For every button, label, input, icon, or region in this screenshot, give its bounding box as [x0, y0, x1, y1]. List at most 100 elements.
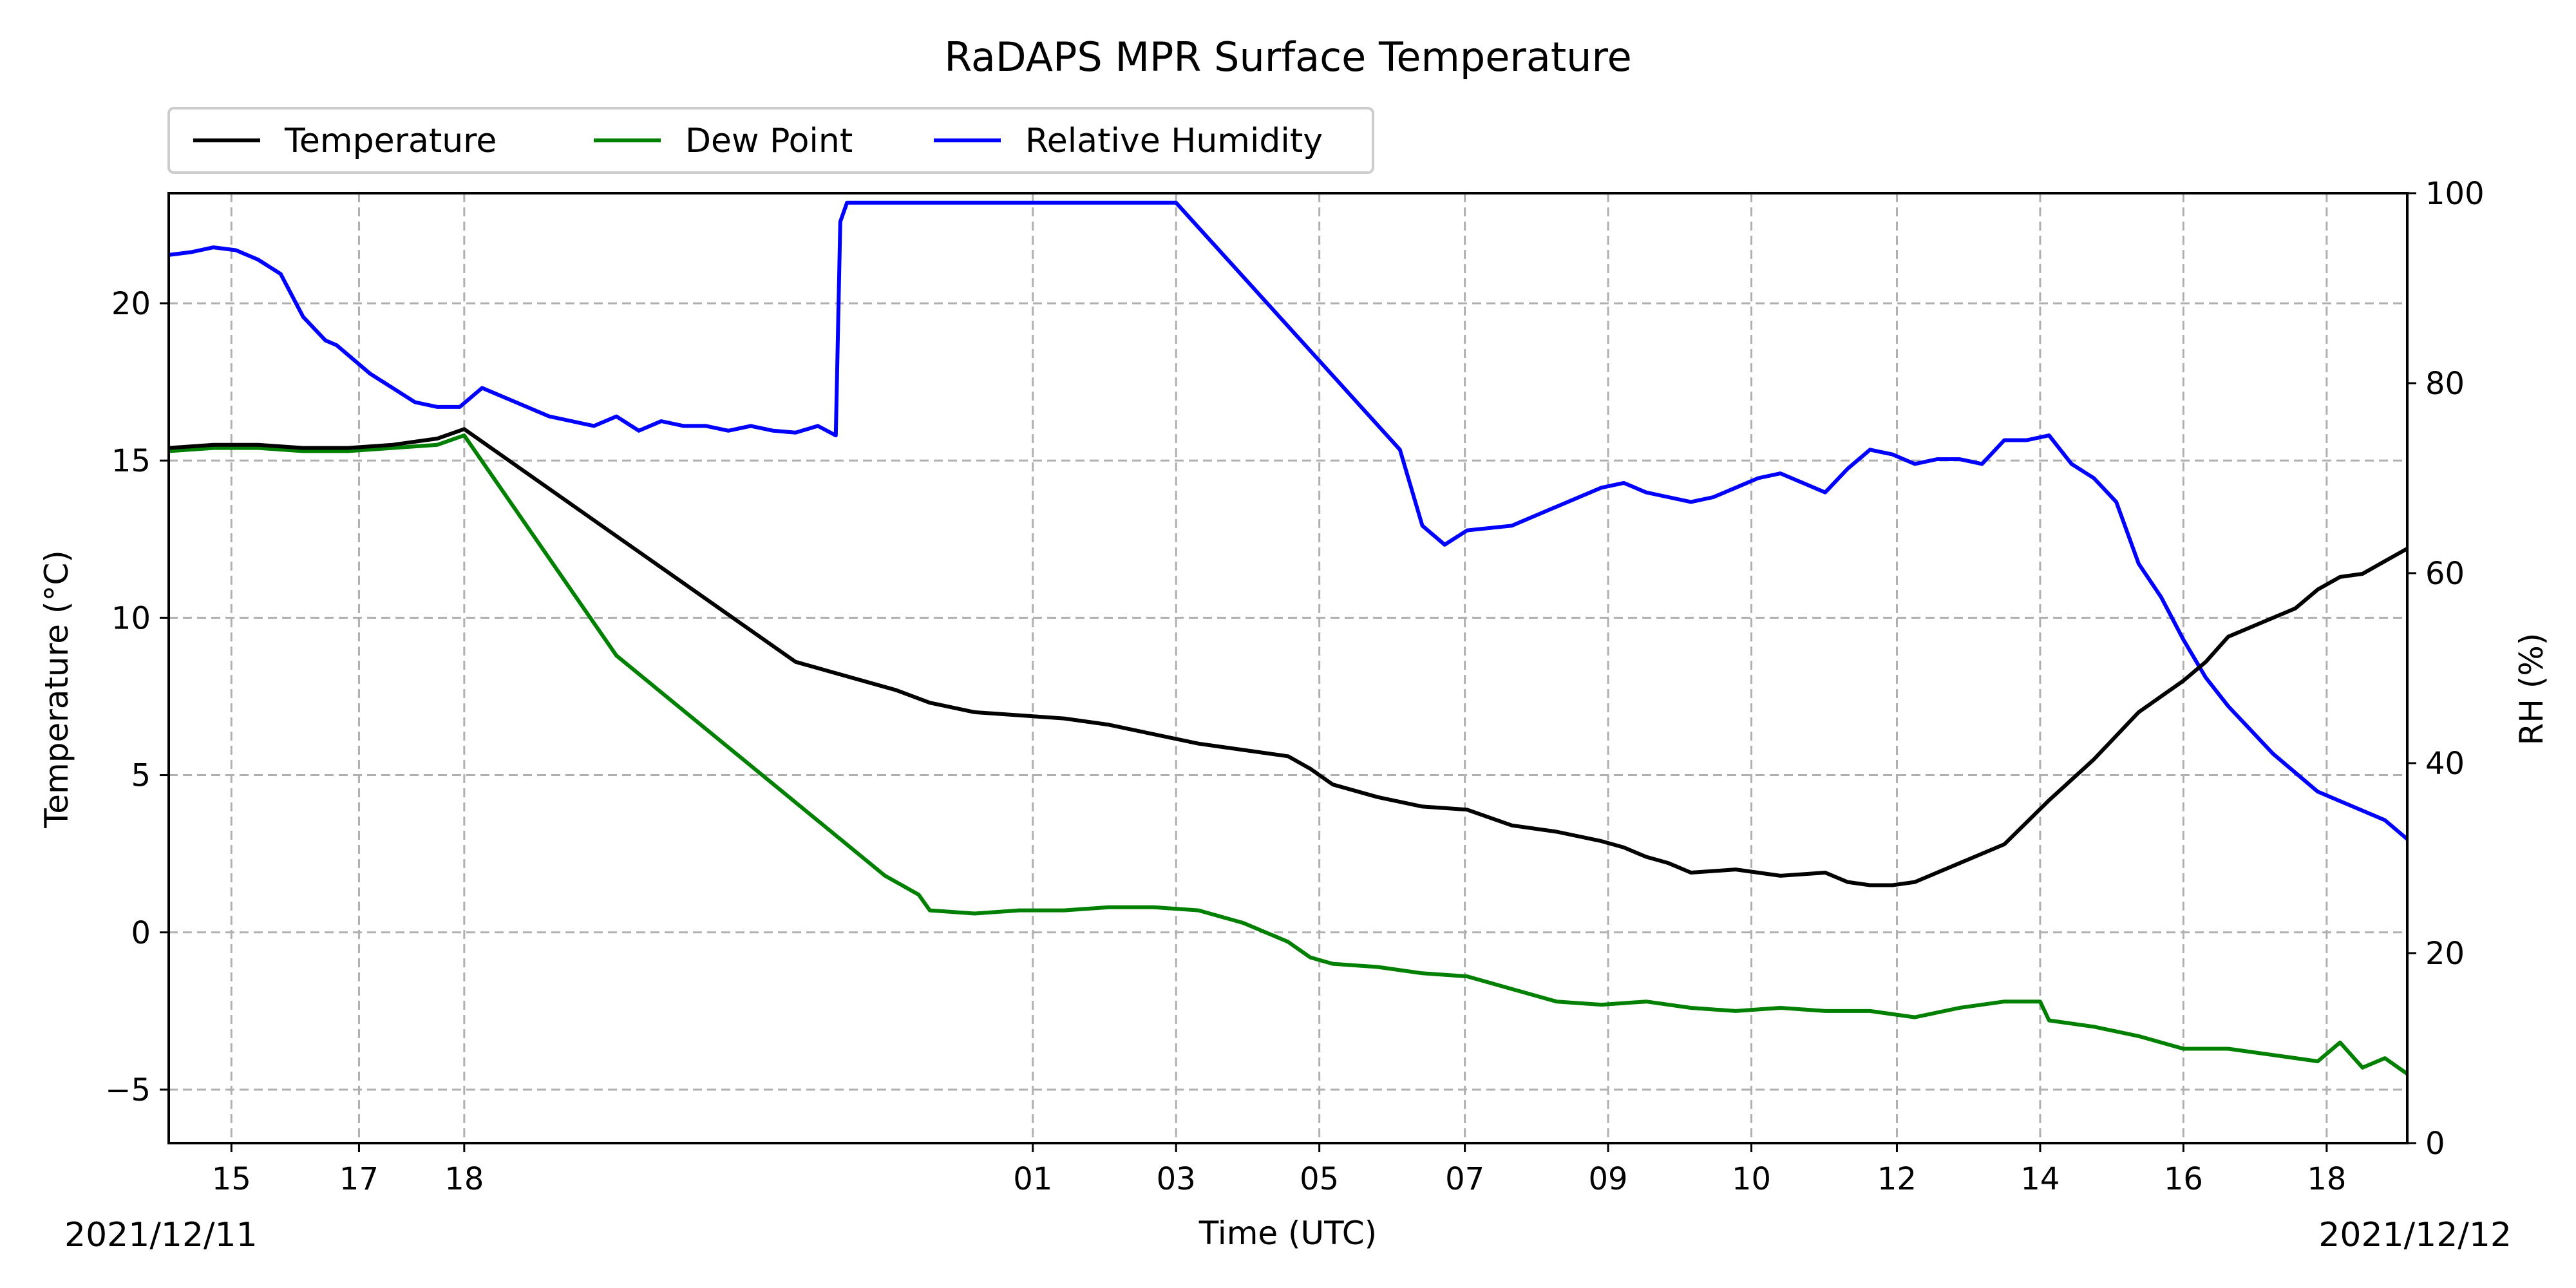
data-point-relative-humidity — [1779, 472, 1782, 475]
data-point-dew-point — [2383, 1057, 2387, 1060]
x-tick-label: 14 — [2020, 1161, 2060, 1197]
chart-title: RaDAPS MPR Surface Temperature — [944, 33, 1632, 80]
y-tick-label-left: −5 — [105, 1072, 151, 1108]
data-point-temperature — [1018, 714, 1021, 717]
data-point-dew-point — [1331, 962, 1334, 965]
data-point-dew-point — [1242, 922, 1245, 925]
data-point-relative-humidity — [257, 258, 260, 261]
data-point-temperature — [2226, 635, 2230, 638]
data-point-temperature — [1242, 748, 1245, 752]
data-point-temperature — [895, 688, 898, 692]
data-point-relative-humidity — [458, 405, 461, 408]
data-point-relative-humidity — [2294, 771, 2297, 774]
y-tick-label-right: 40 — [2425, 746, 2465, 782]
data-point-temperature — [2271, 616, 2275, 620]
y-tick-label-right: 80 — [2425, 366, 2465, 402]
data-point-temperature — [1824, 871, 1827, 874]
data-point-dew-point — [1734, 1009, 1738, 1012]
legend-label-dew-point: Dew Point — [685, 122, 853, 160]
data-point-temperature — [1152, 733, 1155, 736]
data-point-relative-humidity — [1063, 201, 1066, 204]
data-point-temperature — [1734, 868, 1738, 871]
data-point-relative-humidity — [1824, 491, 1827, 494]
data-point-dew-point — [212, 446, 215, 450]
data-point-dew-point — [301, 450, 305, 453]
data-point-dew-point — [1645, 1000, 1648, 1003]
data-point-temperature — [2294, 607, 2297, 610]
data-point-temperature — [301, 446, 305, 450]
data-point-temperature — [2159, 695, 2163, 698]
data-point-relative-humidity — [951, 201, 954, 204]
data-point-relative-humidity — [1913, 462, 1917, 466]
data-point-temperature — [1555, 830, 1558, 833]
data-point-relative-humidity — [1868, 448, 1871, 451]
data-point-relative-humidity — [2092, 477, 2096, 480]
data-point-temperature — [1958, 862, 1961, 865]
data-point-relative-humidity — [346, 353, 350, 356]
data-point-temperature — [391, 443, 394, 446]
data-point-relative-humidity — [301, 315, 305, 318]
data-point-dew-point — [2038, 1000, 2041, 1003]
data-point-relative-humidity — [1555, 505, 1558, 508]
x-tick-label: 07 — [1445, 1161, 1484, 1197]
data-point-relative-humidity — [1443, 543, 1446, 546]
data-point-relative-humidity — [2137, 562, 2140, 565]
data-point-relative-humidity — [1980, 462, 1984, 466]
y-axis-label-left: Temperature (°C) — [38, 550, 75, 829]
x-tick-label: 17 — [339, 1161, 379, 1197]
x-axis-label: Time (UTC) — [1198, 1215, 1377, 1252]
data-point-temperature — [1622, 846, 1625, 849]
data-point-relative-humidity — [794, 431, 797, 434]
data-point-dew-point — [2092, 1025, 2096, 1028]
data-point-relative-humidity — [1667, 496, 1670, 498]
data-point-relative-humidity — [2047, 434, 2050, 437]
data-point-relative-humidity — [1712, 496, 1715, 498]
x-tick-label: 15 — [212, 1161, 251, 1197]
data-point-relative-humidity — [1734, 486, 1738, 489]
data-point-dew-point — [2182, 1047, 2185, 1050]
data-point-temperature — [1667, 862, 1670, 865]
data-point-relative-humidity — [615, 415, 618, 418]
y-tick-label-right: 20 — [2425, 936, 2465, 972]
data-point-dew-point — [884, 874, 887, 877]
data-point-relative-humidity — [1622, 481, 1625, 484]
data-point-dew-point — [462, 434, 466, 437]
data-point-relative-humidity — [1466, 529, 1469, 532]
data-point-dew-point — [1107, 905, 1110, 909]
data-point-dew-point — [1287, 940, 1289, 943]
data-point-temperature — [1466, 808, 1469, 811]
data-point-dew-point — [1779, 1007, 1782, 1009]
x-tick-label: 05 — [1300, 1161, 1339, 1197]
data-point-relative-humidity — [391, 386, 394, 390]
data-point-relative-humidity — [2070, 462, 2073, 466]
data-point-temperature — [2316, 588, 2319, 591]
data-point-relative-humidity — [212, 246, 215, 249]
data-point-dew-point — [2271, 1054, 2275, 1057]
data-point-dew-point — [1600, 1003, 1603, 1007]
data-point-temperature — [1421, 805, 1424, 808]
data-point-temperature — [2249, 626, 2252, 629]
data-point-relative-humidity — [1958, 458, 1961, 460]
data-point-relative-humidity — [1801, 481, 1804, 484]
data-point-relative-humidity — [772, 429, 775, 432]
series-layer — [167, 200, 2409, 1075]
data-point-relative-humidity — [1757, 477, 1759, 480]
data-point-relative-humidity — [1287, 325, 1289, 328]
data-point-temperature — [1510, 824, 1513, 827]
x-tick-label: 12 — [1877, 1161, 1917, 1197]
data-point-dew-point — [1152, 905, 1155, 909]
data-point-relative-humidity — [335, 344, 338, 346]
data-point-temperature — [462, 428, 466, 431]
y-axis-label-right: RH (%) — [2513, 633, 2550, 746]
legend-label-relative-humidity: Relative Humidity — [1025, 122, 1323, 160]
data-point-dew-point — [2047, 1019, 2050, 1022]
data-point-temperature — [1868, 884, 1871, 887]
data-point-dew-point — [1824, 1009, 1827, 1012]
data-point-dew-point — [1555, 1000, 1558, 1003]
data-point-relative-humidity — [2249, 728, 2252, 732]
data-point-dew-point — [391, 446, 394, 450]
legend-label-temperature: Temperature — [284, 122, 497, 160]
data-point-relative-humidity — [1891, 453, 1894, 456]
data-point-relative-humidity — [547, 415, 551, 418]
data-point-relative-humidity — [749, 424, 752, 428]
